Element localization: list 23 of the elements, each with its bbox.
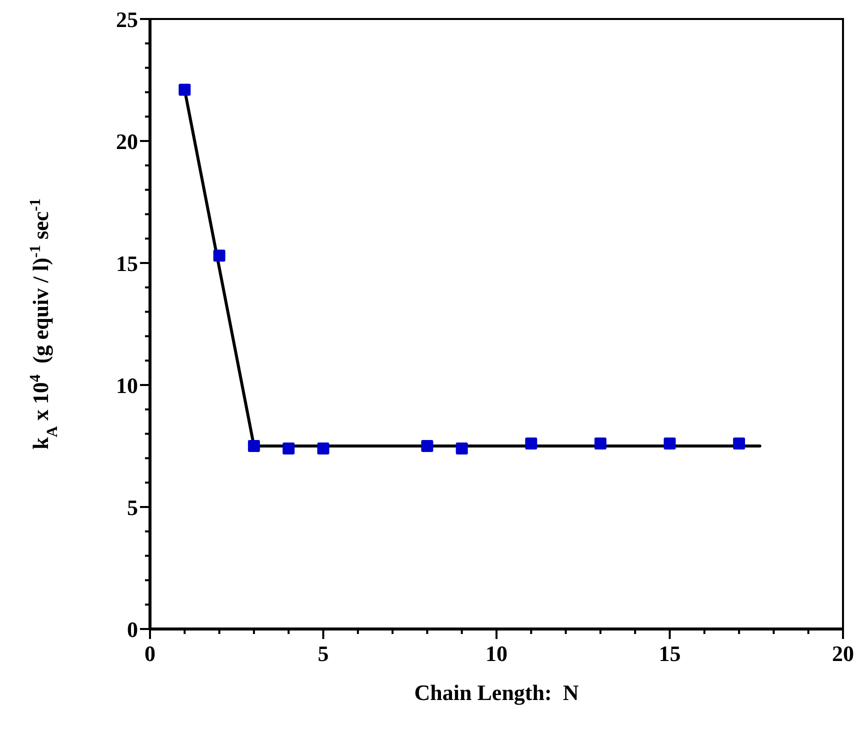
- point: [248, 440, 260, 452]
- y-tick-label: 20: [116, 129, 138, 154]
- y-tick-label: 25: [116, 7, 138, 32]
- point: [733, 438, 746, 450]
- point: [525, 438, 538, 450]
- x-tick-label: 20: [832, 641, 854, 666]
- point: [282, 442, 295, 454]
- point: [421, 440, 434, 452]
- x-axis-title: Chain Length: N: [414, 680, 579, 705]
- y-tick-label: 15: [116, 251, 138, 276]
- x-tick-label: 15: [658, 641, 681, 666]
- point: [317, 442, 330, 454]
- y-tick-label: 0: [127, 617, 138, 642]
- point: [664, 438, 676, 450]
- point: [178, 84, 191, 96]
- y-tick-label: 10: [116, 373, 138, 398]
- point: [213, 250, 226, 262]
- x-tick-label: 0: [144, 641, 156, 666]
- point: [456, 442, 468, 454]
- point: [594, 438, 606, 450]
- y-tick-label: 5: [127, 495, 138, 520]
- x-tick-label: 5: [318, 641, 329, 666]
- x-tick-label: 10: [486, 641, 508, 666]
